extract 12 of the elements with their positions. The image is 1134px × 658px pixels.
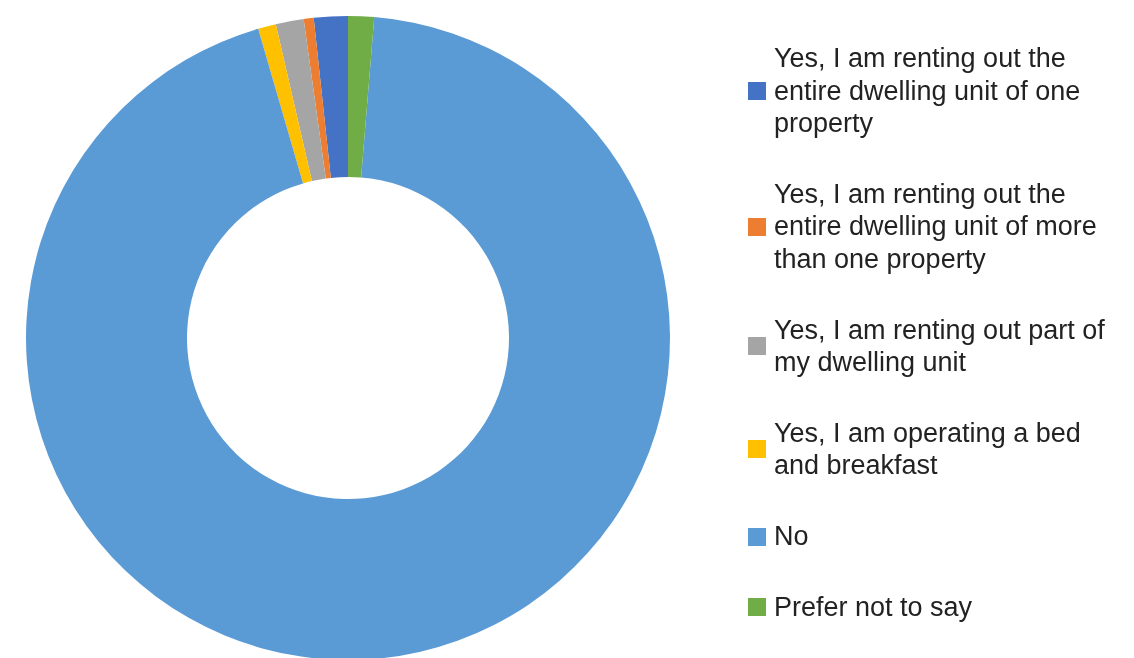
legend-label: Prefer not to say [774,591,973,624]
legend-label: Yes, I am renting out part of my dwelling unit [774,313,1106,379]
donut-slice [258,24,312,184]
legend-label: Yes, I am renting out the entire dwelling unit of more than one property [774,178,1098,276]
donut-slice [275,19,326,182]
legend-label: No [774,520,809,553]
legend-label: Yes, I am operating a bed and breakfast [774,417,1082,482]
donut-slice [303,17,331,179]
donut-slice [26,17,670,658]
donut-slice [313,16,348,178]
donut-slice [348,16,375,178]
legend-label: Yes, I am renting out the entire dwelling unit of one property [774,42,1082,140]
